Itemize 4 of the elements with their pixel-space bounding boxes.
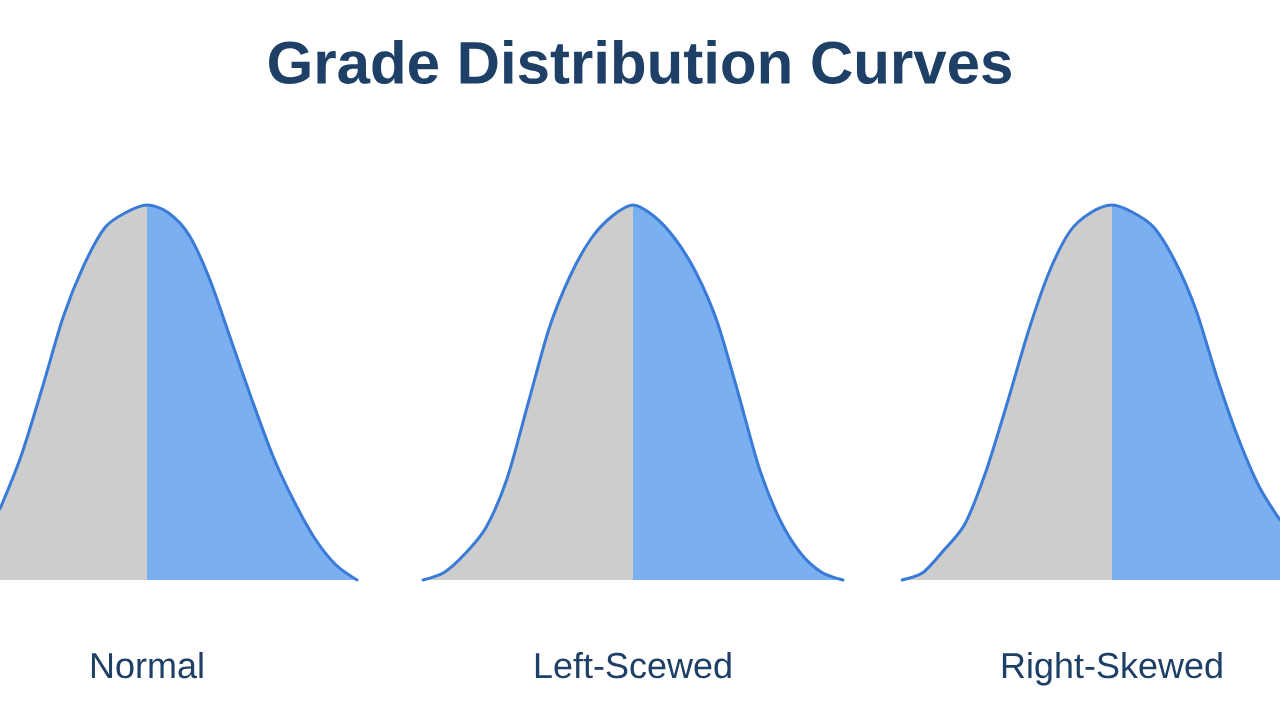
x-axis-title: Normal — [91, 651, 203, 679]
text: Grade Distribution Curves — [269, 39, 1011, 85]
x-axis-title: Left-Scewed — [535, 651, 731, 679]
x-axis-title: Right-Skewed — [1002, 651, 1222, 686]
